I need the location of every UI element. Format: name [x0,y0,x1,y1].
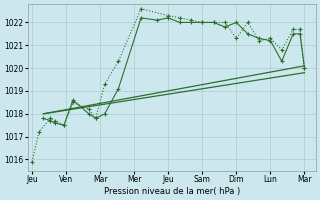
X-axis label: Pression niveau de la mer( hPa ): Pression niveau de la mer( hPa ) [104,187,240,196]
